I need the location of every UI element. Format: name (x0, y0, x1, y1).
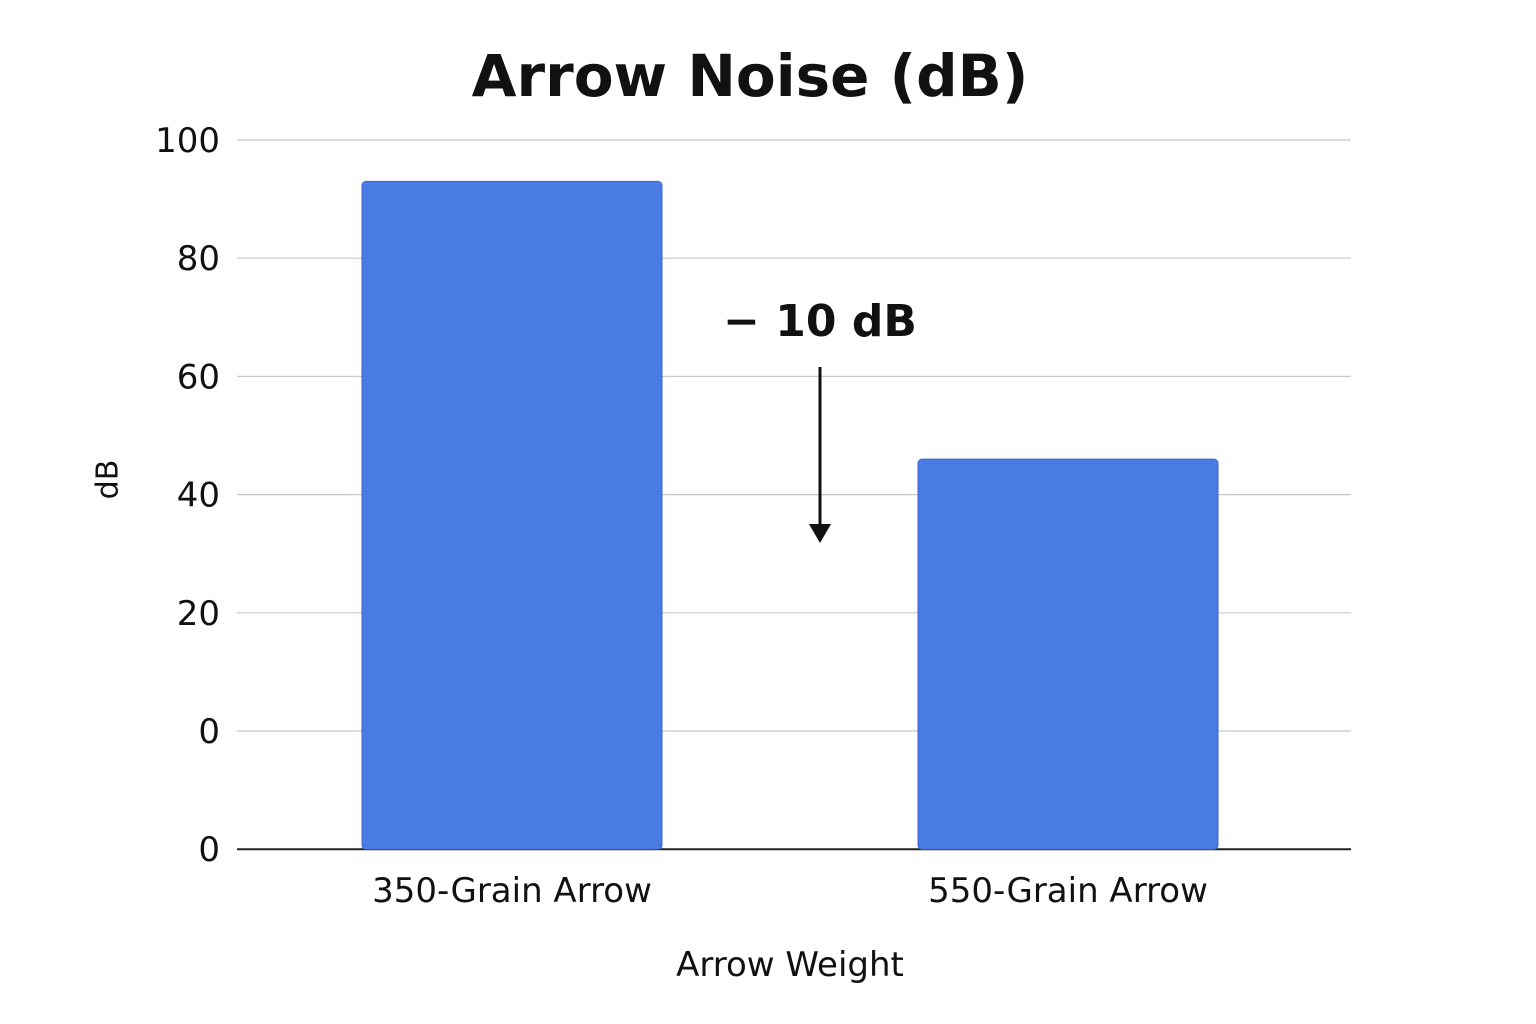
y-tick-label: 20 (177, 594, 220, 634)
y-tick-label: 0 (198, 712, 220, 752)
y-tick-label: 100 (155, 121, 220, 161)
bar (361, 180, 663, 850)
y-tick-label: 0 (198, 830, 220, 870)
chart-title: Arrow Noise (dB) (471, 42, 1029, 110)
bar (917, 458, 1219, 850)
x-tick-label: 350-Grain Arrow (372, 871, 652, 911)
annotation-arrow-head-icon (809, 524, 831, 543)
y-tick-label: 80 (177, 239, 220, 279)
x-tick-label: 550-Grain Arrow (928, 871, 1208, 911)
y-tick-label: 60 (177, 357, 220, 397)
annotation-label: − 10 dB (723, 296, 917, 347)
y-tick-label: 40 (177, 476, 220, 516)
x-axis-label: Arrow Weight (676, 945, 904, 985)
